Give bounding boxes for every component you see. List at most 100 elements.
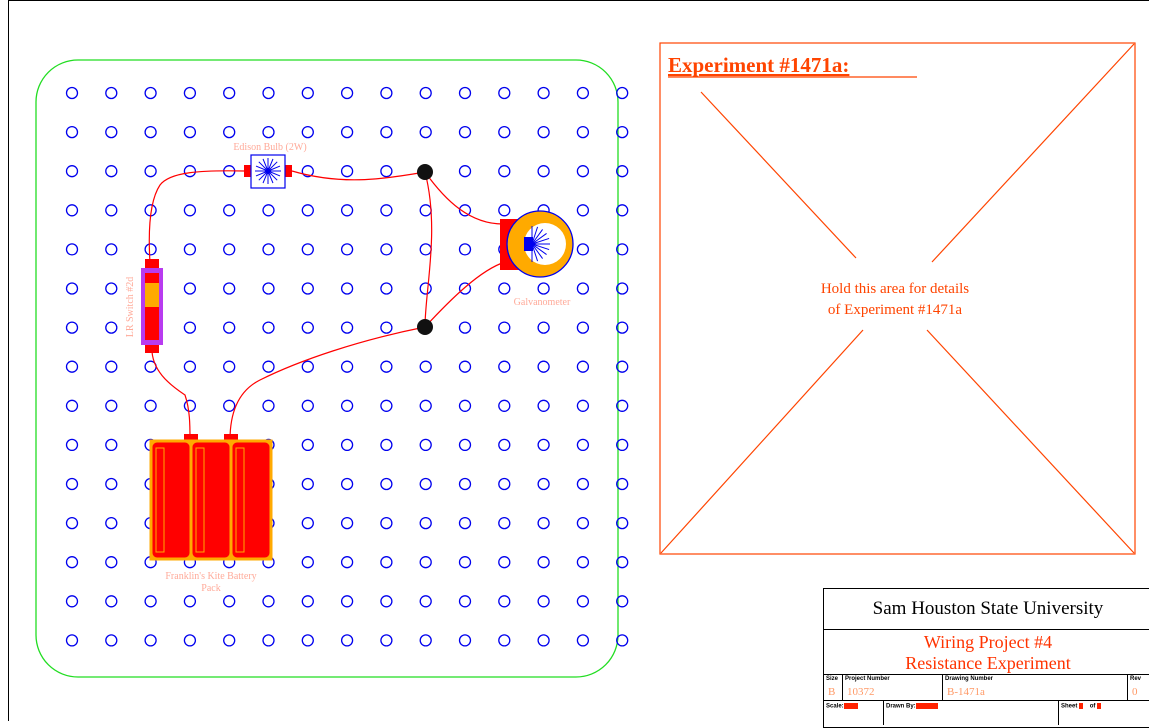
breadboard-hole[interactable] (262, 399, 275, 412)
breadboard-hole[interactable] (183, 321, 197, 334)
breadboard-hole[interactable] (105, 477, 118, 491)
breadboard-hole[interactable] (65, 243, 79, 256)
breadboard-hole[interactable] (498, 360, 511, 373)
breadboard-hole[interactable] (380, 595, 393, 608)
breadboard-hole[interactable] (301, 399, 314, 412)
breadboard-hole[interactable] (301, 477, 314, 491)
breadboard-hole[interactable] (419, 125, 432, 139)
breadboard-hole[interactable] (301, 165, 314, 178)
breadboard-hole[interactable] (65, 438, 79, 452)
breadboard-hole[interactable] (144, 243, 157, 256)
breadboard-hole[interactable] (65, 282, 79, 295)
breadboard-hole[interactable] (380, 86, 393, 100)
breadboard-hole[interactable] (144, 399, 157, 412)
breadboard-hole[interactable] (105, 399, 118, 412)
breadboard-hole[interactable] (340, 438, 354, 452)
breadboard-hole[interactable] (616, 243, 629, 256)
breadboard-hole[interactable] (576, 399, 590, 412)
breadboard-hole[interactable] (616, 360, 629, 373)
breadboard-hole[interactable] (537, 321, 550, 334)
breadboard-hole[interactable] (458, 360, 472, 373)
breadboard-hole[interactable] (498, 438, 511, 452)
breadboard-hole[interactable] (458, 321, 472, 334)
breadboard-hole[interactable] (419, 438, 432, 452)
breadboard-hole[interactable] (616, 516, 629, 530)
breadboard-hole[interactable] (380, 399, 393, 412)
breadboard-hole[interactable] (105, 125, 118, 139)
breadboard-hole[interactable] (576, 125, 590, 139)
breadboard-hole[interactable] (419, 516, 432, 530)
breadboard-hole[interactable] (223, 204, 236, 217)
breadboard-hole[interactable] (498, 556, 511, 569)
breadboard-hole[interactable] (419, 556, 432, 569)
breadboard-hole[interactable] (144, 634, 157, 647)
breadboard-hole[interactable] (340, 125, 354, 139)
breadboard-hole[interactable] (498, 204, 511, 217)
breadboard-hole[interactable] (340, 595, 354, 608)
breadboard-hole[interactable] (537, 360, 550, 373)
breadboard-hole[interactable] (223, 282, 236, 295)
breadboard-hole[interactable] (301, 556, 314, 569)
breadboard-hole[interactable] (223, 634, 236, 647)
breadboard-hole[interactable] (301, 516, 314, 530)
breadboard-hole[interactable] (105, 204, 118, 217)
breadboard-hole[interactable] (105, 556, 118, 569)
breadboard-hole[interactable] (65, 125, 79, 139)
breadboard-hole[interactable] (616, 556, 629, 569)
breadboard-hole[interactable] (105, 360, 118, 373)
breadboard-hole[interactable] (458, 125, 472, 139)
breadboard-hole[interactable] (616, 125, 629, 139)
breadboard-hole[interactable] (458, 399, 472, 412)
breadboard-hole[interactable] (616, 399, 629, 412)
breadboard-hole[interactable] (262, 204, 275, 217)
breadboard-hole[interactable] (223, 399, 236, 412)
breadboard-hole[interactable] (301, 282, 314, 295)
breadboard-hole[interactable] (419, 282, 432, 295)
breadboard-hole[interactable] (616, 165, 629, 178)
breadboard-hole[interactable] (262, 243, 275, 256)
breadboard-hole[interactable] (380, 125, 393, 139)
breadboard-hole[interactable] (576, 360, 590, 373)
breadboard-hole[interactable] (616, 477, 629, 491)
breadboard-hole[interactable] (223, 360, 236, 373)
breadboard-hole[interactable] (616, 204, 629, 217)
breadboard-hole[interactable] (537, 86, 550, 100)
breadboard-hole[interactable] (419, 86, 432, 100)
breadboard-hole[interactable] (105, 634, 118, 647)
breadboard-hole[interactable] (262, 125, 275, 139)
breadboard-hole[interactable] (419, 595, 432, 608)
breadboard-hole[interactable] (576, 556, 590, 569)
breadboard-hole[interactable] (458, 204, 472, 217)
breadboard-hole[interactable] (183, 595, 197, 608)
breadboard-hole[interactable] (576, 282, 590, 295)
breadboard-hole[interactable] (65, 634, 79, 647)
breadboard-hole[interactable] (458, 243, 472, 256)
breadboard-hole[interactable] (537, 595, 550, 608)
breadboard-hole[interactable] (183, 86, 197, 100)
breadboard-hole[interactable] (419, 243, 432, 256)
breadboard-hole[interactable] (537, 282, 550, 295)
breadboard-hole[interactable] (65, 516, 79, 530)
galvanometer[interactable] (500, 210, 574, 278)
breadboard-hole[interactable] (183, 165, 197, 178)
breadboard-hole[interactable] (262, 282, 275, 295)
breadboard-hole[interactable] (301, 595, 314, 608)
breadboard-hole[interactable] (380, 282, 393, 295)
breadboard-hole[interactable] (498, 516, 511, 530)
breadboard-hole[interactable] (223, 86, 236, 100)
breadboard-hole[interactable] (537, 399, 550, 412)
breadboard-hole[interactable] (576, 516, 590, 530)
breadboard-hole[interactable] (458, 516, 472, 530)
breadboard-hole[interactable] (65, 556, 79, 569)
breadboard-hole[interactable] (340, 634, 354, 647)
breadboard-hole[interactable] (65, 595, 79, 608)
breadboard-hole[interactable] (537, 125, 550, 139)
breadboard-hole[interactable] (301, 438, 314, 452)
breadboard-hole[interactable] (616, 86, 629, 100)
breadboard-hole[interactable] (183, 243, 197, 256)
breadboard-hole[interactable] (105, 438, 118, 452)
breadboard-hole[interactable] (498, 321, 511, 334)
breadboard-hole[interactable] (576, 438, 590, 452)
breadboard-hole[interactable] (380, 477, 393, 491)
breadboard-hole[interactable] (419, 477, 432, 491)
